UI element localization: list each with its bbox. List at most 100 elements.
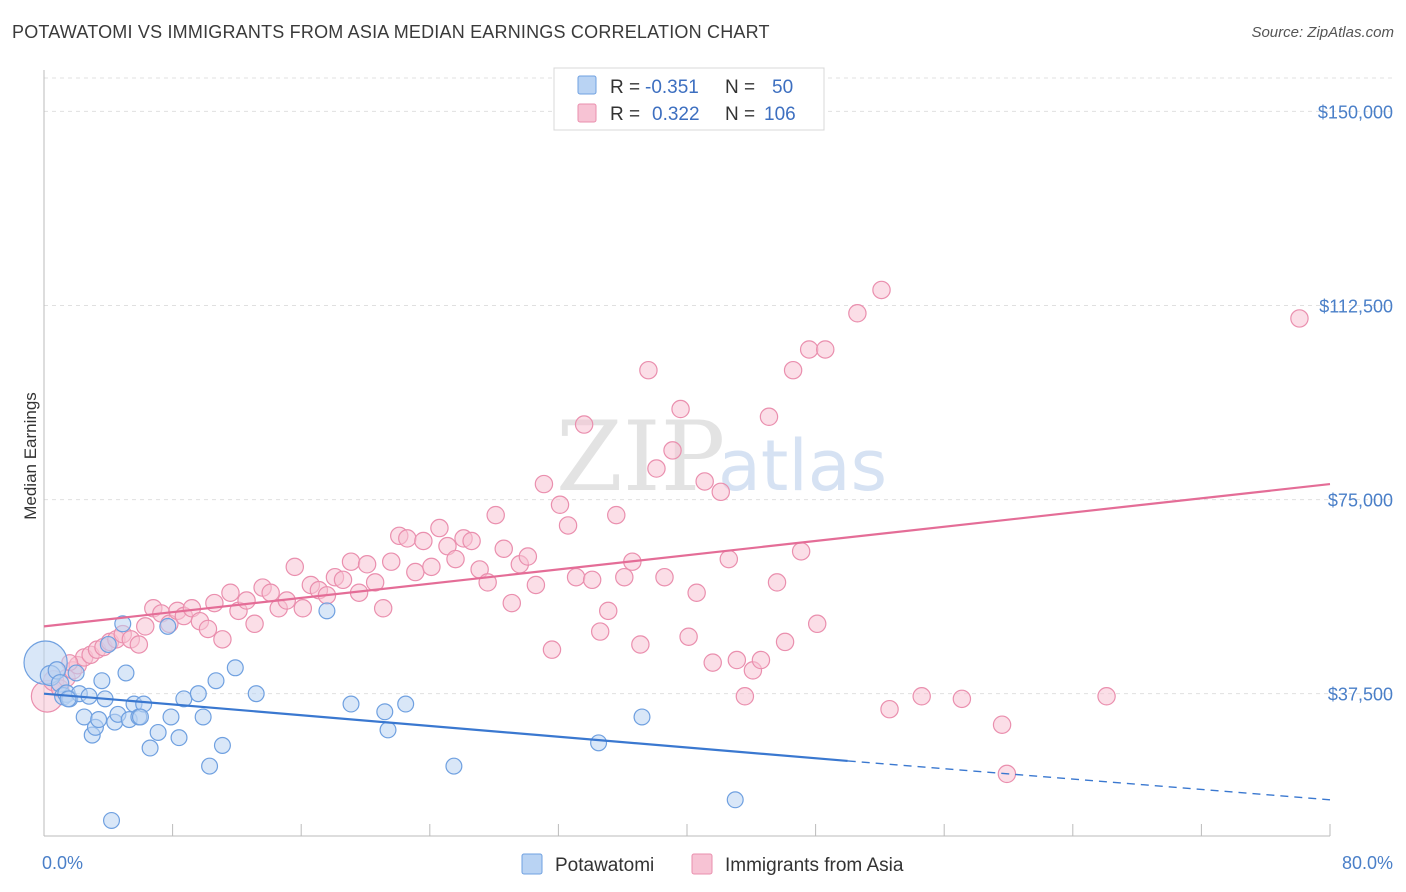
y-tick-label: $75,000 (1328, 491, 1393, 511)
point-immigrants-from-asia (582, 570, 602, 590)
point-immigrants-from-asia (462, 531, 481, 551)
point-immigrants-from-asia (406, 562, 425, 582)
point-immigrants-from-asia (550, 495, 570, 514)
y-tick-label: $112,500 (1319, 296, 1393, 316)
point-potawatomi (159, 617, 177, 635)
point-potawatomi (633, 708, 651, 726)
point-immigrants-from-asia (775, 632, 795, 652)
point-immigrants-from-asia (398, 529, 417, 548)
point-immigrants-from-asia (574, 415, 594, 434)
point-potawatomi (226, 659, 244, 677)
legend-swatch-potawatomi (577, 75, 597, 95)
point-potawatomi (189, 685, 207, 703)
point-potawatomi (445, 757, 463, 775)
point-potawatomi (90, 711, 108, 729)
point-immigrants-from-asia (759, 407, 779, 427)
point-potawatomi (162, 708, 180, 726)
point-potawatomi (194, 708, 212, 726)
point-immigrants-from-asia (526, 575, 546, 595)
point-immigrants-from-asia (663, 441, 682, 460)
point-immigrants-from-asia (486, 505, 505, 525)
point-potawatomi (141, 739, 159, 757)
y-axis-label: Median Earnings (21, 392, 40, 520)
watermark: ZIP atlas (556, 401, 887, 513)
point-potawatomi (170, 729, 188, 747)
point-immigrants-from-asia (647, 459, 666, 478)
point-immigrants-from-asia (365, 573, 385, 592)
point-potawatomi (247, 685, 265, 703)
point-immigrants-from-asia (783, 360, 803, 380)
point-immigrants-from-asia (198, 619, 218, 639)
point-potawatomi (590, 734, 608, 752)
point-potawatomi (102, 811, 121, 829)
chart-title: POTAWATOMI VS IMMIGRANTS FROM ASIA MEDIA… (12, 22, 770, 42)
point-immigrants-from-asia (221, 583, 240, 602)
point-immigrants-from-asia (703, 653, 722, 672)
point-potawatomi (207, 672, 225, 690)
point-immigrants-from-asia (711, 482, 730, 502)
point-immigrants-from-asia (880, 699, 899, 719)
point-potawatomi (59, 690, 77, 708)
point-immigrants-from-asia (992, 715, 1012, 734)
point-immigrants-from-asia (430, 518, 449, 538)
point-immigrants-from-asia (848, 304, 867, 323)
point-immigrants-from-asia (631, 635, 650, 654)
point-immigrants-from-asia (357, 555, 377, 574)
point-immigrants-from-asia (598, 601, 618, 621)
point-immigrants-from-asia (237, 591, 256, 610)
trend-line-potawatomi-extension (847, 760, 1331, 801)
point-potawatomi (93, 672, 111, 690)
point-immigrants-from-asia (422, 557, 441, 577)
point-potawatomi (726, 791, 744, 809)
point-immigrants-from-asia (285, 557, 305, 577)
legend-r-value-immigrants: 0.322 (652, 104, 700, 125)
bottom-legend-swatch-immigrants (691, 853, 713, 875)
point-immigrants-from-asia (245, 614, 264, 634)
legend-n-value-potawatomi: 50 (772, 77, 793, 98)
series-immigrants-from-asia-points (30, 280, 1309, 784)
point-immigrants-from-asia (333, 570, 353, 590)
legend-r-value-potawatomi: -0.351 (645, 77, 699, 98)
point-immigrants-from-asia (799, 340, 819, 359)
point-immigrants-from-asia (373, 599, 393, 618)
point-immigrants-from-asia (719, 549, 739, 569)
legend-box: R = -0.351 N = 50 R = 0.322 N = 106 (553, 67, 825, 131)
x-tick-label-max: 80.0% (1342, 853, 1393, 873)
legend-r-label-potawatomi: R = (610, 77, 640, 98)
legend-frame (553, 67, 825, 131)
point-potawatomi (131, 708, 149, 726)
point-immigrants-from-asia (695, 472, 714, 491)
point-immigrants-from-asia (912, 687, 931, 706)
point-immigrants-from-asia (542, 640, 562, 659)
legend-n-value-immigrants: 106 (764, 104, 796, 125)
point-immigrants-from-asia (446, 549, 465, 569)
point-immigrants-from-asia (414, 531, 433, 551)
legend-r-label-immigrants: R = (610, 104, 640, 125)
point-immigrants-from-asia (1097, 687, 1116, 706)
point-potawatomi (114, 615, 132, 633)
point-immigrants-from-asia (671, 399, 690, 419)
point-immigrants-from-asia (615, 567, 634, 587)
trend-line-potawatomi (43, 692, 848, 763)
watermark-atlas: atlas (718, 425, 887, 507)
point-immigrants-from-asia (751, 650, 771, 670)
point-immigrants-from-asia (534, 474, 554, 494)
y-tick-labels: $37,500 $75,000 $112,500 $150,000 (1318, 102, 1393, 704)
point-immigrants-from-asia (816, 340, 835, 359)
point-potawatomi (376, 703, 394, 721)
point-potawatomi (318, 602, 336, 620)
point-immigrants-from-asia (687, 583, 706, 602)
legend-n-label-potawatomi: N = (725, 77, 755, 98)
point-immigrants-from-asia (566, 567, 586, 587)
y-tick-label: $150,000 (1318, 102, 1393, 122)
point-immigrants-from-asia (293, 599, 313, 618)
point-immigrants-from-asia (807, 614, 827, 634)
point-potawatomi (342, 695, 360, 713)
point-potawatomi (201, 757, 219, 775)
point-immigrants-from-asia (952, 689, 972, 709)
y-tick-label: $37,500 (1328, 685, 1393, 705)
bottom-legend: Potawatomi Immigrants from Asia (521, 853, 904, 876)
chart-source: Source: ZipAtlas.com (1251, 24, 1394, 41)
trend-lines (43, 482, 1331, 801)
